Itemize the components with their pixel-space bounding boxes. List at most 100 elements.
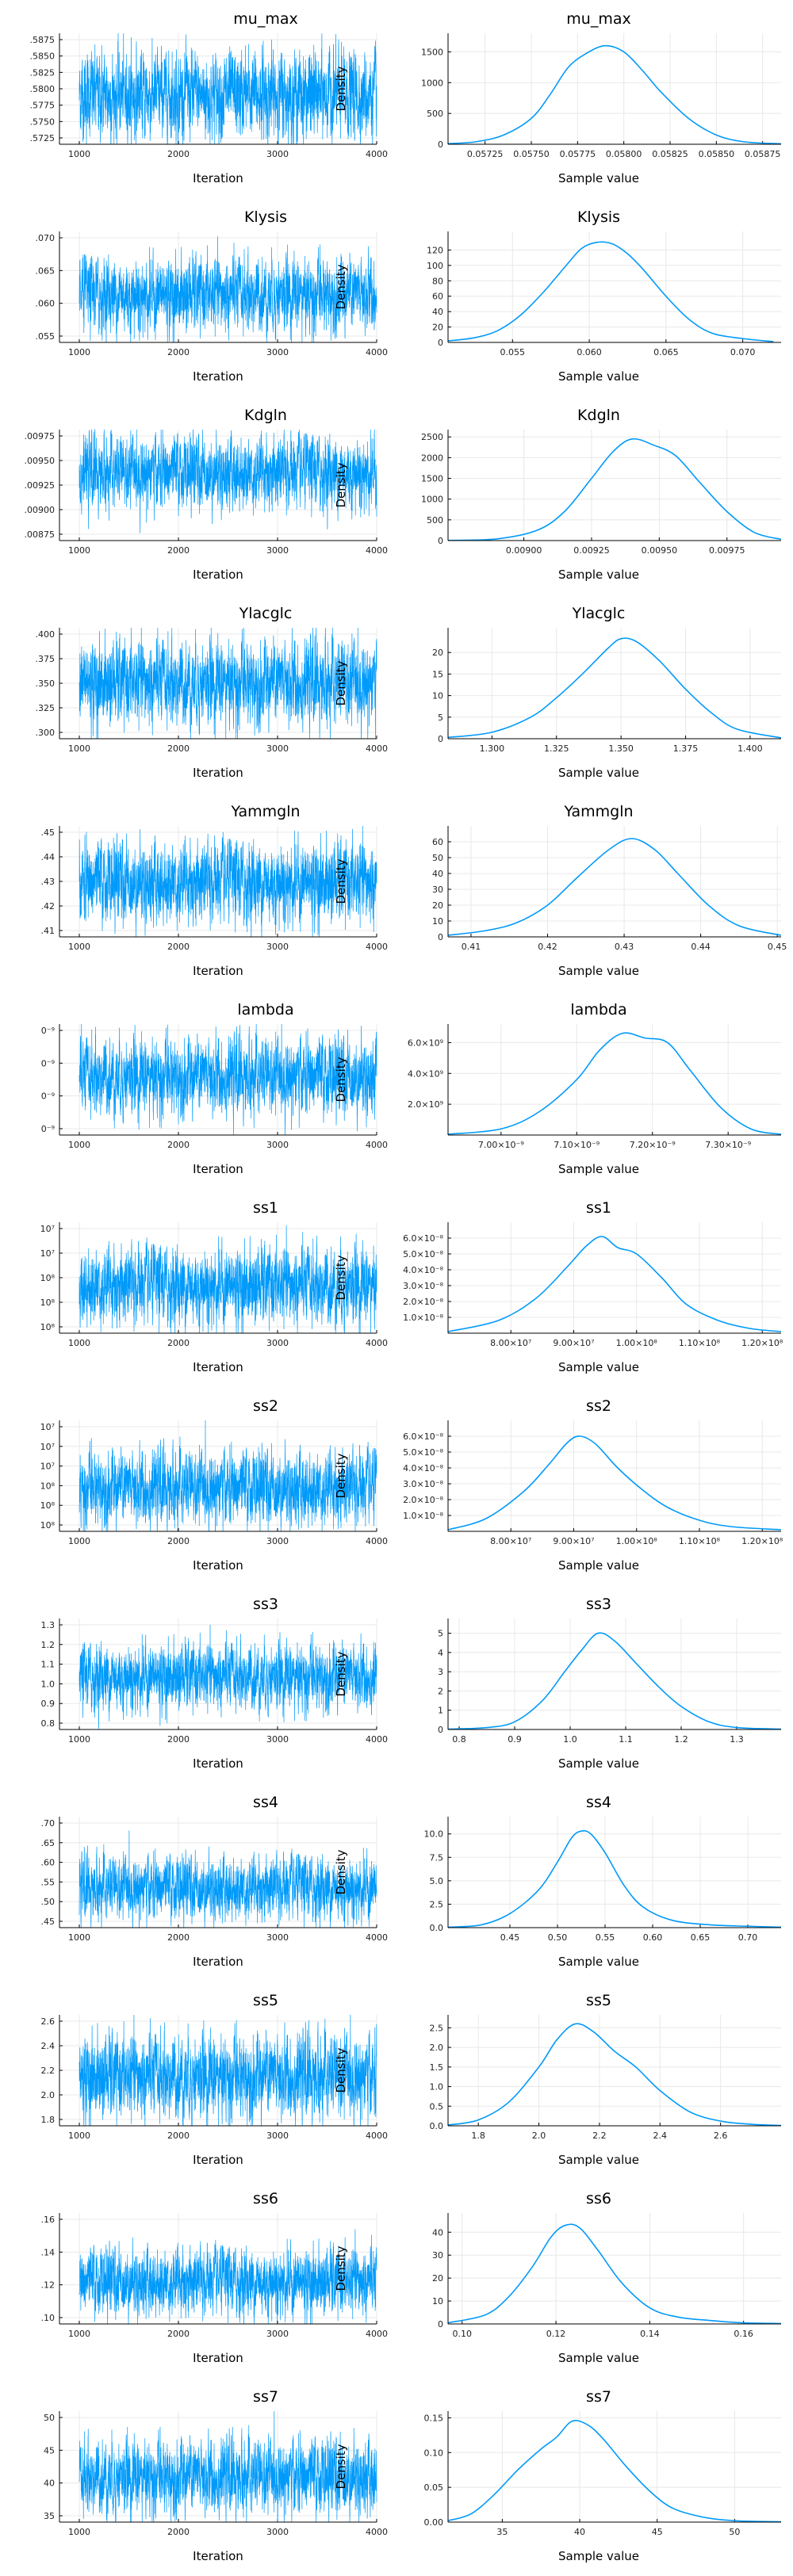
density-xtick-label: 40: [574, 2527, 585, 2537]
density-xtick-label: 1.20×10⁸: [741, 1536, 783, 1546]
panel-row-ss2: 1000 2000 3000 4000 10⁸ 10⁸ 10⁸ 10⁷ 10⁷ 10⁷ ss2 Ite…: [40, 1397, 783, 1573]
trace-xtick-label: 1000: [68, 1140, 90, 1150]
density-plot-Ylacglc: 1.300 1.325 1.350 1.375 1.400 0 5 10 15 20 Ylacglc…: [334, 605, 782, 780]
density-title: Klysis: [577, 208, 620, 226]
density-ylabel: Density: [334, 1651, 348, 1696]
trace-xtick-label: 3000: [266, 1734, 289, 1745]
trace-xtick-label: 4000: [366, 347, 388, 357]
density-xtick-label: 1.8: [471, 2131, 485, 2141]
trace-plot-mu_max: 1000 2000 3000 4000 .5725 .5750 .5775 .5800 .582…: [30, 10, 389, 185]
density-curve: [447, 1829, 782, 1928]
density-xtick-label: 9.00×10⁷: [553, 1338, 594, 1348]
trace-ytick-label: 1.2: [41, 1640, 56, 1650]
density-ytick-label: 0: [438, 536, 443, 546]
density-xtick-label: 1.00×10⁸: [616, 1536, 658, 1546]
density-xtick-label: 50: [729, 2527, 740, 2537]
density-plot-ss7: 35 40 45 50 0.00 0.05 0.10 0.15 ss7 Sample value D…: [334, 2388, 782, 2563]
trace-title: ss4: [253, 1794, 278, 1811]
density-xtick-label: 1.400: [737, 743, 763, 754]
density-ytick-label: 0: [438, 338, 443, 348]
density-xtick-label: 8.00×10⁷: [490, 1536, 531, 1546]
density-curve: [447, 438, 782, 541]
density-xtick-label: 0.70: [738, 1932, 758, 1943]
trace-ytick-label: 10⁷: [40, 1422, 55, 1432]
trace-plot-ss1: 1000 2000 3000 4000 10⁸ 10⁸ 10⁸ 10⁷ 10⁷ ss1 Iterat…: [40, 1199, 388, 1374]
trace-xtick-label: 1000: [68, 2131, 90, 2141]
trace-ytick-label: .10: [41, 2313, 56, 2323]
density-xtick-label: 0.05750: [513, 149, 550, 159]
density-plot-ss2: 8.00×10⁷ 9.00×10⁷ 1.00×10⁸ 1.10×10⁸ 1.20×10⁸…: [334, 1397, 783, 1573]
density-ytick-label: 60: [432, 292, 443, 302]
density-xtick-label: 0.45: [768, 942, 787, 952]
density-ytick-label: 3.0×10⁻⁸: [403, 1479, 444, 1489]
trace-xtick-label: 2000: [167, 2131, 190, 2141]
trace-ytick-label: .5875: [30, 35, 56, 45]
trace-xtick-label: 3000: [266, 2131, 289, 2141]
density-xtick-label: 0.10: [452, 2329, 472, 2339]
trace-ytick-label: 10⁸: [40, 1481, 56, 1491]
trace-xtick-label: 2000: [167, 2527, 190, 2537]
trace-xtick-label: 1000: [68, 149, 90, 159]
trace-xtick-label: 2000: [167, 1932, 190, 1943]
density-xtick-label: 1.2: [674, 1734, 688, 1745]
trace-xtick-label: 4000: [366, 1932, 388, 1943]
density-ytick-label: 1.0×10⁻⁸: [403, 1511, 444, 1521]
trace-ytick-label: .14: [41, 2247, 56, 2257]
trace-plot-Ylacglc: 1000 2000 3000 4000 .300 .325 .350 .375 .400 Ylac…: [36, 605, 389, 780]
density-xtick-label: 7.30×10⁻⁹: [705, 1140, 751, 1150]
density-ytick-label: 1.0×10⁻⁸: [403, 1313, 444, 1323]
density-ytick-label: 5: [438, 713, 443, 723]
density-plot-Kdgln: 0.00900 0.00925 0.00950 0.00975 0 500 1000 1500…: [334, 407, 782, 582]
density-title: lambda: [570, 1001, 626, 1019]
density-ytick-label: 2.0×10⁹: [408, 1099, 443, 1110]
trace-ytick-label: .00975: [25, 431, 56, 441]
trace-series-line: [79, 2014, 377, 2127]
trace-series-line: [79, 2229, 377, 2325]
trace-xtick-label: 1000: [68, 743, 90, 754]
density-ytick-label: 1000: [421, 495, 443, 505]
panel-row-ss3: 1000 2000 3000 4000 0.8 0.9 1.0 1.1 1.2 1.3 ss3 Ite…: [41, 1596, 782, 1771]
density-title: Ylacglc: [572, 605, 626, 622]
trace-plot-ss6: 1000 2000 3000 4000 .10 .12 .14 .16 ss6 Iteration: [41, 2190, 389, 2365]
trace-ytick-label: 10⁷: [40, 1442, 55, 1452]
trace-ytick-label: .42: [41, 901, 56, 912]
trace-xlabel: Iteration: [193, 171, 243, 185]
trace-xtick-label: 1000: [68, 1536, 90, 1546]
density-xtick-label: 0.8: [452, 1734, 466, 1745]
density-xtick-label: 1.350: [608, 743, 634, 754]
density-xtick-label: 0.05850: [699, 149, 735, 159]
density-ytick-label: 15: [432, 669, 443, 679]
density-xtick-label: 0.55: [596, 1932, 615, 1943]
density-title: Kdgln: [577, 407, 620, 424]
density-ytick-label: 0: [438, 932, 443, 942]
trace-xtick-label: 4000: [366, 1536, 388, 1546]
density-xtick-label: 0.05775: [560, 149, 596, 159]
trace-ytick-label: .060: [36, 299, 56, 309]
panel-row-lambda: 1000 2000 3000 4000 0⁻⁹ 0⁻⁹ 0⁻⁹ 0⁻⁹ lambda Iterat…: [41, 1001, 782, 1176]
density-title: ss2: [586, 1397, 611, 1415]
trace-xtick-label: 1000: [68, 347, 90, 357]
trace-xtick-label: 4000: [366, 545, 388, 556]
trace-plot-ss7: 1000 2000 3000 4000 35 40 45 50 ss7 Iteration: [44, 2388, 388, 2563]
trace-xtick-label: 1000: [68, 545, 90, 556]
density-ytick-label: 4.0×10⁹: [408, 1068, 443, 1079]
trace-ytick-label: 10⁸: [40, 1298, 56, 1308]
density-xtick-label: 0.60: [643, 1932, 663, 1943]
trace-xtick-label: 2000: [167, 2329, 190, 2339]
panel-row-ss6: 1000 2000 3000 4000.10.12.14.16ss6Iteration…: [41, 2190, 782, 2365]
density-ytick-label: 120: [427, 245, 443, 255]
trace-ytick-label: .00950: [25, 456, 56, 466]
trace-ytick-label: 2.0: [41, 2090, 56, 2100]
trace-series-line: [79, 825, 377, 938]
density-ytick-label: 4.0×10⁻⁸: [403, 1463, 444, 1473]
trace-plot-Kdgln: 1000 2000 3000 4000 .00875 .00900 .00925 .00950…: [25, 407, 389, 582]
trace-xlabel: Iteration: [193, 766, 243, 780]
density-xtick-label: 1.20×10⁸: [741, 1338, 783, 1348]
trace-ytick-label: 1.3: [41, 1620, 56, 1630]
density-ytick-label: 80: [432, 276, 443, 286]
density-curve: [447, 1632, 782, 1730]
density-ylabel: Density: [334, 1255, 348, 1300]
trace-ytick-label: 0⁻⁹: [41, 1124, 55, 1134]
trace-title: ss1: [253, 1199, 278, 1217]
trace-ytick-label: .070: [36, 233, 56, 243]
